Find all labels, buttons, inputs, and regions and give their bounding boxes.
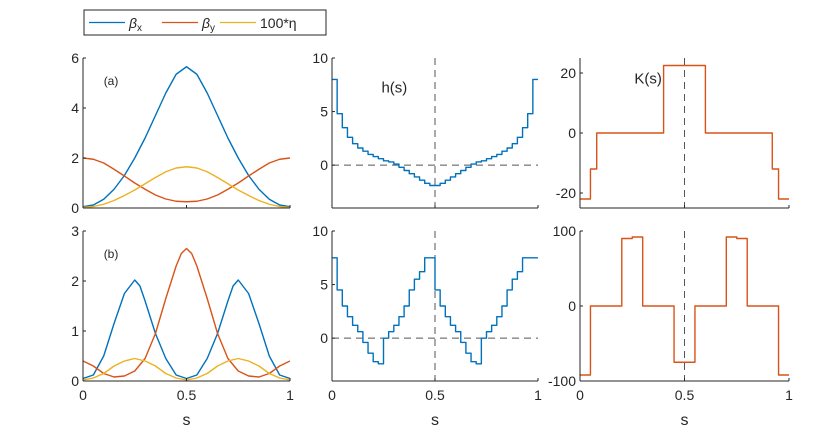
y-tick-label: 0 — [568, 125, 576, 141]
series-line-k-s- — [580, 236, 789, 376]
y-tick-label: 10 — [312, 223, 328, 239]
x-axis-label: s — [681, 412, 689, 429]
panel-bottom-left: 0 1 2 3 0 0.5 1 s (b) — [71, 223, 294, 429]
panel-top-left: 0 2 4 6 (a) — [71, 50, 291, 216]
y-tick-label: 4 — [71, 100, 79, 116]
y-tick-label: 2 — [71, 150, 79, 166]
y-tick-label: 3 — [71, 223, 79, 239]
y-tick-label: 1 — [71, 323, 79, 339]
x-tick-label: 0.5 — [425, 387, 445, 403]
y-tick-label: 5 — [320, 277, 328, 293]
series-line-h-s- — [332, 257, 538, 365]
y-tick-label: 100 — [553, 223, 577, 239]
x-tick-label: 0 — [79, 387, 87, 403]
legend: βx βy 100*η — [83, 9, 327, 36]
panel-annotation: K(s) — [634, 71, 662, 88]
x-tick-label: 1 — [785, 387, 793, 403]
y-tick-label: 20 — [560, 65, 576, 81]
y-tick-label: -100 — [548, 373, 576, 389]
x-tick-label: 0.5 — [675, 387, 695, 403]
legend-label-beta-x: βx — [128, 15, 142, 34]
y-tick-label: 2 — [71, 273, 79, 289]
x-axis-label: s — [183, 412, 191, 429]
panel-bottom-middle: 0 5 10 0 0.5 1 s — [312, 223, 542, 429]
series-line-beta-x — [83, 66, 290, 208]
legend-label-eta: 100*η — [260, 15, 297, 31]
x-tick-label: 1 — [534, 387, 542, 403]
series-line-beta-y — [83, 247, 290, 378]
series-line-k-s- — [580, 64, 789, 200]
panel-annotation: h(s) — [381, 80, 407, 97]
x-tick-label: 1 — [286, 387, 294, 403]
series-line-beta-y — [83, 157, 290, 203]
panel-annotation: (a) — [104, 74, 119, 88]
x-tick-label: 0 — [328, 387, 336, 403]
x-axis-label: s — [431, 412, 439, 429]
legend-label-beta-y: βy — [201, 15, 215, 34]
y-tick-label: 10 — [312, 50, 328, 66]
x-tick-label: 0 — [576, 387, 584, 403]
y-tick-label: -20 — [556, 185, 576, 201]
series-line-100-eta — [83, 166, 290, 208]
y-tick-label: 0 — [320, 157, 328, 173]
series-line-beta-x — [83, 279, 290, 380]
panel-top-right: -20 0 20 K(s) — [556, 58, 790, 209]
y-tick-label: 6 — [71, 50, 79, 66]
y-tick-label: 5 — [320, 104, 328, 120]
y-tick-label: 0 — [71, 373, 79, 389]
series-line-h-s- — [332, 78, 538, 187]
panel-top-middle: 0 5 10 h(s) — [312, 50, 539, 209]
y-tick-label: 0 — [71, 200, 79, 216]
panel-annotation: (b) — [104, 247, 119, 261]
y-tick-label: 0 — [320, 330, 328, 346]
y-tick-label: 0 — [568, 298, 576, 314]
x-tick-label: 0.5 — [177, 387, 197, 403]
